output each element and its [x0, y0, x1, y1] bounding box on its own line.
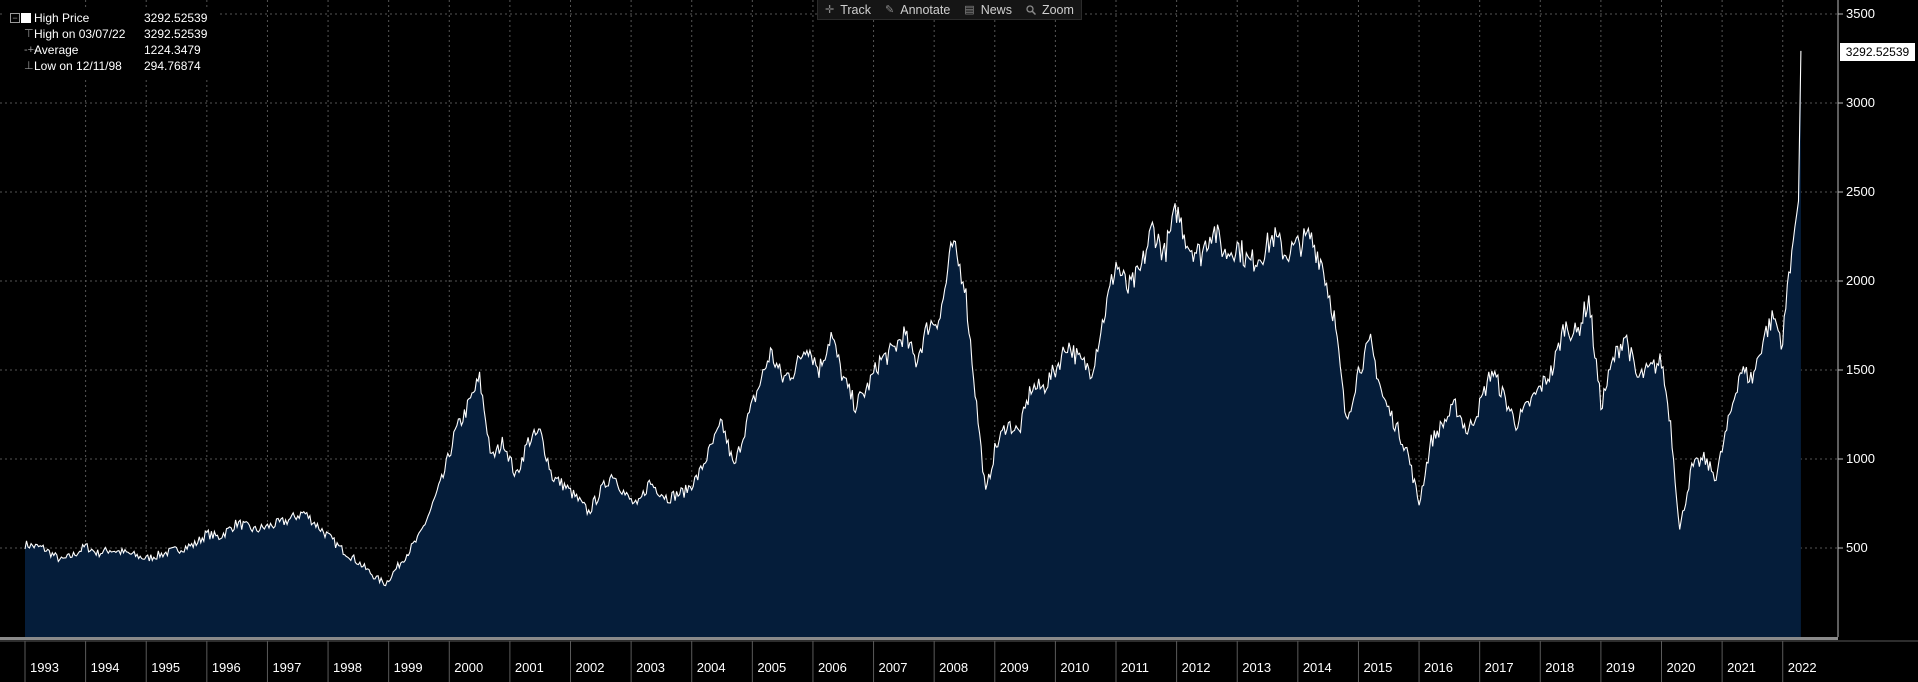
x-tick-label: 2003: [636, 660, 665, 675]
y-tick-label: 2000: [1846, 273, 1875, 288]
chart-toolbar: ✛ Track ✎ Annotate ▤ News Zoom: [817, 0, 1082, 20]
x-tick-label: 2006: [818, 660, 847, 675]
y-tick-label: 3500: [1846, 6, 1875, 21]
x-tick-label: 1998: [333, 660, 362, 675]
legend-low-value: 294.76874: [144, 59, 201, 73]
price-area-fill: [25, 50, 1801, 637]
zoom-label: Zoom: [1041, 2, 1074, 17]
x-tick-label: 2022: [1788, 660, 1817, 675]
x-tick-label: 2000: [454, 660, 483, 675]
x-tick-label: 2014: [1303, 660, 1332, 675]
legend-average-value: 1224.3479: [144, 43, 201, 57]
zoom-button[interactable]: Zoom: [1019, 0, 1081, 19]
x-axis-ticks: 1993 1994 1995 1996 1997 1998 1999 2000 2001 2002…: [24, 641, 1817, 682]
annotate-button[interactable]: ✎ Annotate: [878, 0, 957, 19]
x-tick-label: 1993: [30, 660, 59, 675]
annotate-label: Annotate: [900, 2, 951, 17]
x-tick-label: 2002: [576, 660, 605, 675]
legend-high-row: ⊤ High on 03/07/22 3292.52539: [4, 26, 218, 42]
x-tick-label: 1995: [151, 660, 180, 675]
legend-high-value: 3292.52539: [144, 27, 208, 41]
average-marker-icon: -+-: [24, 44, 38, 56]
x-tick-label: 2005: [757, 660, 786, 675]
crosshair-icon: ✛: [825, 4, 835, 16]
x-tick-label: 2009: [1000, 660, 1029, 675]
legend-average-row: -+- Average 1224.3479: [4, 42, 218, 58]
magnifier-icon: [1026, 4, 1036, 15]
x-axis-bar: [0, 637, 1838, 640]
x-tick-label: 2011: [1121, 660, 1149, 675]
x-tick-label: 1996: [212, 660, 241, 675]
x-tick-label: 2012: [1182, 660, 1211, 675]
last-value-box: [1840, 43, 1915, 61]
legend-series-label: High Price: [34, 11, 90, 25]
legend-series-row[interactable]: − High Price 3292.52539: [4, 10, 218, 26]
y-tick-label: 500: [1846, 540, 1868, 555]
y-tick-label: 1500: [1846, 362, 1875, 377]
x-tick-label: 2015: [1363, 660, 1392, 675]
series-swatch-icon: [21, 13, 31, 23]
legend-low-label: Low on 12/11/98: [34, 59, 122, 73]
y-axis-ticks: 500 1000 1500 2000 2500 3000 3500: [1838, 6, 1875, 555]
x-tick-label: 1994: [91, 660, 120, 675]
x-tick-label: 1999: [394, 660, 423, 675]
y-tick-label: 2500: [1846, 184, 1875, 199]
last-value-label: 3292.52539: [1846, 45, 1910, 59]
last-value-marker: 3292.52539: [1840, 43, 1915, 61]
x-tick-label: 2019: [1606, 660, 1635, 675]
x-tick-label: 2008: [939, 660, 968, 675]
collapse-icon[interactable]: −: [10, 13, 20, 23]
price-line: [24, 50, 1802, 587]
track-label: Track: [840, 2, 872, 17]
y-tick-label: 1000: [1846, 451, 1875, 466]
x-tick-label: 2004: [697, 660, 726, 675]
axes: [0, 0, 1918, 642]
x-tick-label: 2007: [879, 660, 908, 675]
legend-low-row: ⊥ Low on 12/11/98 294.76874: [4, 58, 218, 74]
legend-high-label: High on 03/07/22: [34, 27, 126, 41]
news-icon: ▤: [964, 4, 975, 16]
x-tick-label: 2010: [1060, 660, 1089, 675]
news-label: News: [980, 2, 1012, 17]
x-tick-label: 2018: [1545, 660, 1574, 675]
x-tick-label: 2013: [1242, 660, 1271, 675]
news-button[interactable]: ▤ News: [957, 0, 1019, 19]
x-tick-label: 1997: [272, 660, 301, 675]
legend-series-value: 3292.52539: [144, 11, 208, 25]
x-tick-label: 2021: [1727, 660, 1756, 675]
high-marker-icon: ⊤: [24, 28, 34, 40]
legend-average-label: Average: [34, 43, 79, 57]
low-marker-icon: ⊥: [24, 60, 34, 72]
x-tick-label: 2017: [1485, 660, 1514, 675]
chart-legend: − High Price 3292.52539 ⊤ High on 03/07/…: [4, 10, 218, 80]
track-button[interactable]: ✛ Track: [818, 0, 878, 19]
x-tick-label: 2020: [1667, 660, 1696, 675]
y-tick-label: 3000: [1846, 95, 1875, 110]
pencil-icon: ✎: [885, 4, 895, 16]
x-tick-label: 2016: [1424, 660, 1453, 675]
x-tick-label: 2001: [515, 660, 544, 675]
